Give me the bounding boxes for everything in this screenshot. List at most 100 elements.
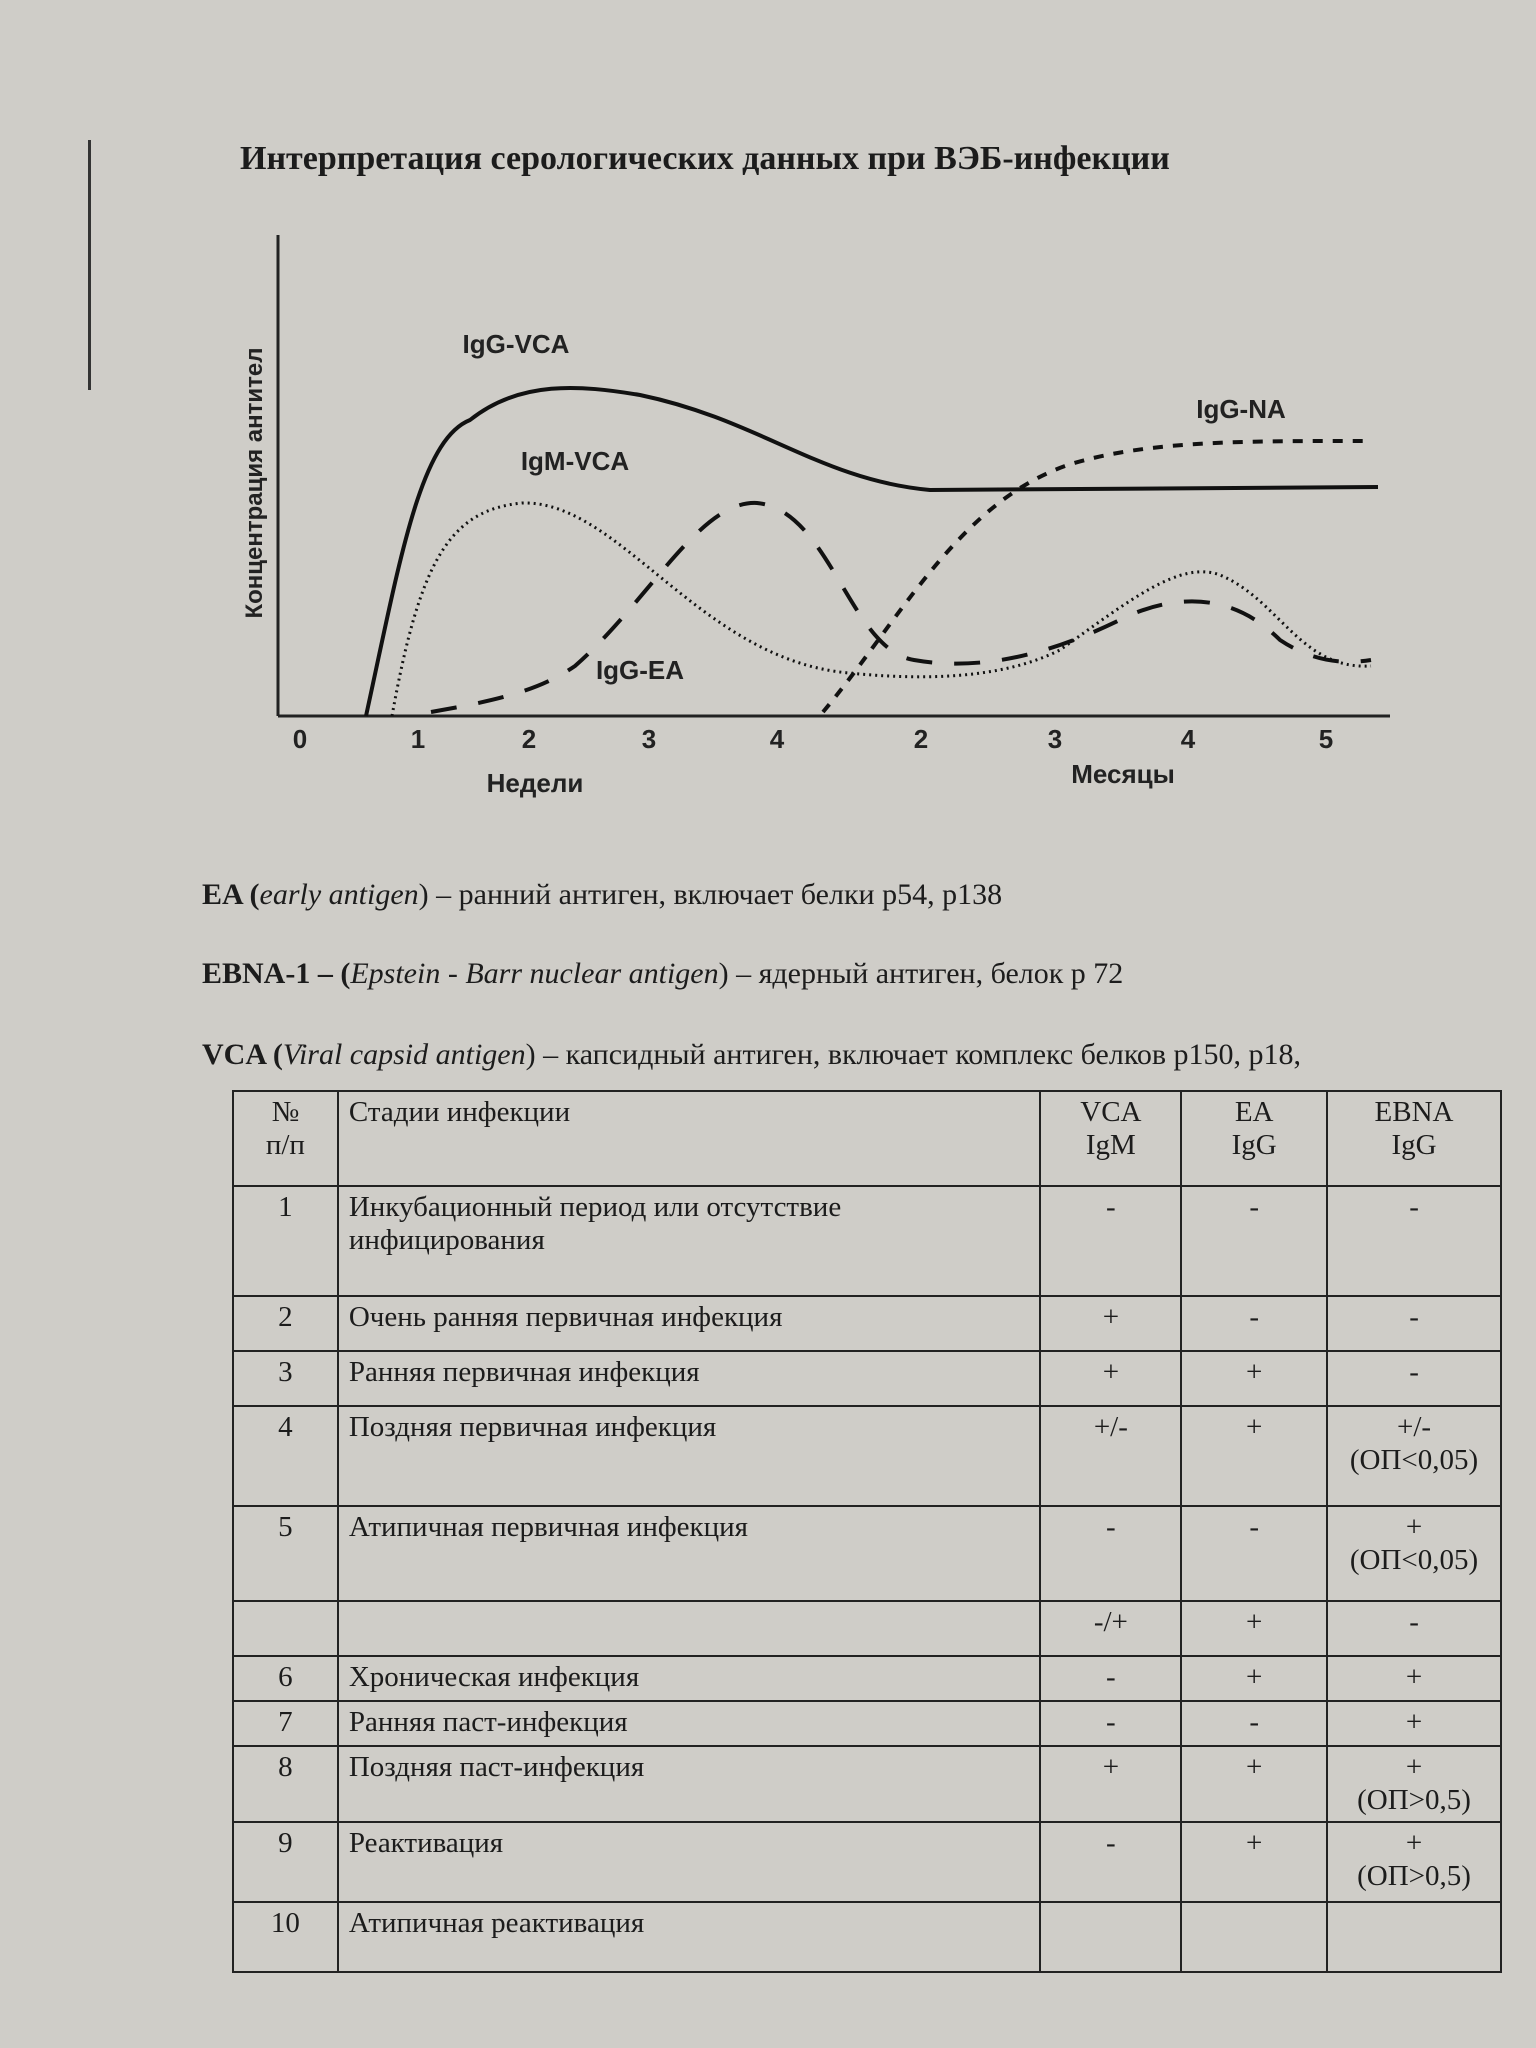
table-cell: 3	[232, 1350, 339, 1407]
table-cell: 4	[232, 1405, 339, 1507]
y-axis-label: Концентрация антител	[241, 347, 268, 618]
table-cell: EA IgG	[1180, 1090, 1329, 1187]
table-cell: Ранняя паст-инфекция	[336, 1700, 1042, 1747]
table-cell: 9	[232, 1821, 339, 1903]
table-cell: + (ОП>0,5)	[1326, 1821, 1502, 1903]
definition-term: EA (	[202, 878, 260, 911]
x-tick-label: 5	[1319, 724, 1333, 754]
table-cell: +	[1180, 1655, 1329, 1702]
stages-table: № п/п Стадии инфекции VCA IgM EA IgG EBNA Ig…	[232, 1090, 1502, 1973]
table-cell: +	[1039, 1350, 1183, 1407]
table-cell: +	[1180, 1745, 1329, 1823]
table-cell: 8	[232, 1745, 339, 1823]
table-cell: 2	[232, 1295, 339, 1352]
x-tick-label: 0	[293, 724, 307, 754]
margin-line	[88, 140, 91, 390]
definition-term: VCA (	[202, 1038, 283, 1071]
curve-igg-ea	[430, 500, 1372, 714]
table-cell: -	[1180, 1295, 1329, 1352]
table-row: 10 Атипичная реактивация	[232, 1901, 1502, 1973]
table-cell: -	[1180, 1505, 1329, 1602]
table-cell: Очень ранняя первичная инфекция	[336, 1295, 1042, 1352]
table-cell: -	[1039, 1821, 1183, 1903]
table-cell: Атипичная реактивация	[336, 1901, 1042, 1973]
table-row: 9 Реактивация - + + (ОП>0,5)	[232, 1821, 1502, 1903]
table-cell: +	[1039, 1295, 1183, 1352]
curve-igg-na	[821, 438, 1372, 714]
definition: EA (early antigen) – ранний антиген, вкл…	[202, 878, 1002, 912]
x-tick-label: 2	[522, 724, 536, 754]
table-cell: +	[1180, 1821, 1329, 1903]
table-cell: + (ОП<0,05)	[1326, 1505, 1502, 1602]
table-cell: Инкубационный период или отсутствие инфи…	[336, 1185, 1042, 1297]
table-cell: Стадии инфекции	[336, 1090, 1042, 1187]
definition-text: ) – ранний антиген, включает белки p54, …	[418, 878, 1003, 911]
table-cell: VCA IgM	[1039, 1090, 1183, 1187]
table-cell: № п/п	[232, 1090, 339, 1187]
x-axis-label: Месяцы	[1071, 759, 1175, 789]
table-cell: 5	[232, 1505, 339, 1602]
table-row: -/+ + -	[232, 1600, 1502, 1657]
table-cell: 6	[232, 1655, 339, 1702]
table-cell: Атипичная первичная инфекция	[336, 1505, 1042, 1602]
table-cell	[1180, 1901, 1329, 1973]
table-cell: +	[1326, 1700, 1502, 1747]
definition: VCA (Viral capsid antigen) – капсидный а…	[202, 1038, 1301, 1072]
table-row: 4 Поздняя первичная инфекция +/- + +/- (ОП<0…	[232, 1405, 1502, 1507]
table-cell: 7	[232, 1700, 339, 1747]
table-cell: Поздняя первичная инфекция	[336, 1405, 1042, 1507]
table-cell: -/+	[1039, 1600, 1183, 1657]
table-cell: -	[1326, 1350, 1502, 1407]
table-cell: +	[1180, 1405, 1329, 1507]
chart: Концентрация антител IgG-VCA IgM-VCA IgG…	[241, 235, 1390, 798]
table-cell: -	[1039, 1505, 1183, 1602]
table-row: 3 Ранняя первичная инфекция + + -	[232, 1350, 1502, 1407]
table-cell: +/- (ОП<0,05)	[1326, 1405, 1502, 1507]
table-cell: Поздняя паст-инфекция	[336, 1745, 1042, 1823]
x-tick-label: 3	[1048, 724, 1062, 754]
table-cell: -	[1180, 1700, 1329, 1747]
table-row: 6 Хроническая инфекция - + +	[232, 1655, 1502, 1702]
x-tick-label: 1	[411, 724, 425, 754]
definition-gloss: Viral capsid antigen	[282, 1038, 526, 1071]
table-cell: Реактивация	[336, 1821, 1042, 1903]
table-cell	[1039, 1901, 1183, 1973]
table-cell: -	[1039, 1700, 1183, 1747]
definition-gloss: Epstein - Barr nuclear antigen	[350, 957, 719, 990]
table-cell: -	[1039, 1655, 1183, 1702]
curve-label: IgG-EA	[596, 655, 684, 685]
table-cell: +	[1180, 1600, 1329, 1657]
curve-label: IgM-VCA	[521, 446, 630, 476]
x-axis-label: Недели	[487, 768, 584, 798]
x-tick-label: 2	[914, 724, 928, 754]
figure-title: Интерпретация серологических данных при …	[240, 140, 1170, 177]
table-cell: +/-	[1039, 1405, 1183, 1507]
table-cell: EBNA IgG	[1326, 1090, 1502, 1187]
table-cell: Ранняя первичная инфекция	[336, 1350, 1042, 1407]
table-row: 8 Поздняя паст-инфекция + + + (ОП>0,5)	[232, 1745, 1502, 1823]
table-cell: 1	[232, 1185, 339, 1297]
table-cell: +	[1039, 1745, 1183, 1823]
curve-label: IgG-NA	[1196, 394, 1286, 424]
x-tick-label: 4	[1181, 724, 1196, 754]
table-cell: +	[1180, 1350, 1329, 1407]
curve-label: IgG-VCA	[463, 329, 570, 359]
table-cell: + (ОП>0,5)	[1326, 1745, 1502, 1823]
table-cell: -	[1326, 1600, 1502, 1657]
table-cell	[232, 1600, 339, 1657]
x-tick-label: 4	[770, 724, 785, 754]
table-cell: -	[1326, 1185, 1502, 1297]
definition-text: ) – капсидный антиген, включает комплекс…	[525, 1038, 1302, 1071]
definition-gloss: early antigen	[259, 878, 419, 911]
table-header: № п/п Стадии инфекции VCA IgM EA IgG EBNA Ig…	[232, 1090, 1502, 1187]
definition-text: ) – ядерный антиген, белок р 72	[718, 957, 1124, 990]
table-row: 1 Инкубационный период или отсутствие инф…	[232, 1185, 1502, 1297]
table-cell: -	[1180, 1185, 1329, 1297]
table-cell: -	[1326, 1295, 1502, 1352]
table-row: 7 Ранняя паст-инфекция - - +	[232, 1700, 1502, 1747]
table-cell: +	[1326, 1655, 1502, 1702]
table-row: 5 Атипичная первичная инфекция - - + (ОП<0,0…	[232, 1505, 1502, 1602]
table-cell	[336, 1600, 1042, 1657]
table-cell: -	[1039, 1185, 1183, 1297]
